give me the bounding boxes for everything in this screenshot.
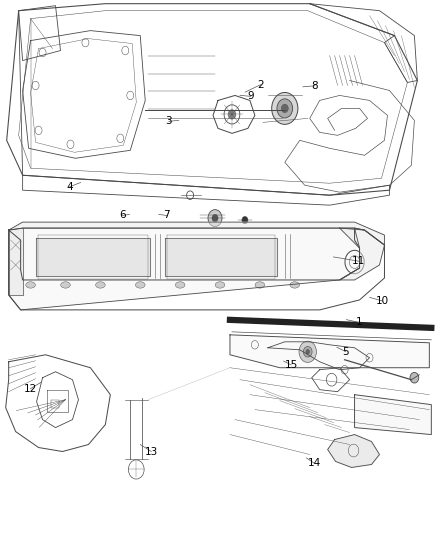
Ellipse shape — [61, 282, 70, 288]
Circle shape — [304, 346, 312, 357]
Circle shape — [242, 216, 248, 224]
Polygon shape — [339, 228, 385, 280]
Ellipse shape — [290, 282, 300, 288]
Text: 2: 2 — [257, 80, 264, 90]
Circle shape — [281, 104, 288, 112]
Text: 4: 4 — [67, 182, 73, 192]
Polygon shape — [328, 434, 379, 467]
Ellipse shape — [135, 282, 145, 288]
Polygon shape — [355, 394, 431, 434]
Text: 6: 6 — [119, 211, 125, 221]
Circle shape — [410, 373, 419, 383]
Polygon shape — [9, 228, 23, 295]
Circle shape — [299, 341, 316, 362]
Polygon shape — [165, 238, 277, 276]
Ellipse shape — [255, 282, 265, 288]
Text: 3: 3 — [166, 116, 172, 126]
Text: 5: 5 — [343, 346, 349, 357]
Text: 11: 11 — [352, 256, 365, 266]
Text: 12: 12 — [24, 384, 37, 394]
Polygon shape — [35, 238, 150, 276]
Ellipse shape — [215, 282, 225, 288]
Text: 15: 15 — [284, 360, 298, 370]
Circle shape — [212, 214, 218, 222]
Polygon shape — [9, 228, 360, 310]
Polygon shape — [9, 222, 385, 245]
Circle shape — [277, 99, 293, 118]
Text: 8: 8 — [312, 81, 318, 91]
Circle shape — [272, 92, 298, 124]
Ellipse shape — [95, 282, 105, 288]
Circle shape — [306, 350, 310, 354]
Circle shape — [228, 110, 236, 119]
Text: 14: 14 — [307, 458, 321, 468]
Polygon shape — [230, 335, 429, 368]
Circle shape — [208, 209, 222, 227]
Text: 10: 10 — [376, 296, 389, 306]
Text: 9: 9 — [247, 91, 254, 101]
Ellipse shape — [175, 282, 185, 288]
Text: 1: 1 — [355, 317, 362, 327]
Text: 13: 13 — [145, 447, 158, 456]
Ellipse shape — [26, 282, 35, 288]
Text: 7: 7 — [163, 211, 170, 221]
